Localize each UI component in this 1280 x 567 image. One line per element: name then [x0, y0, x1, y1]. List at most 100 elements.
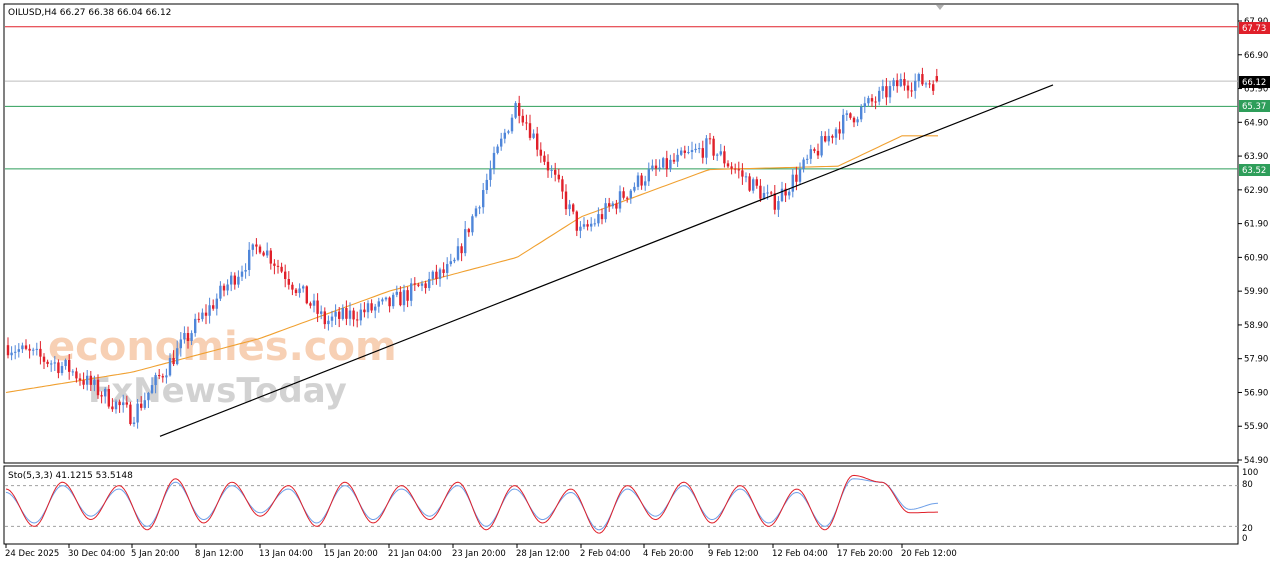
- candle-body: [305, 286, 308, 304]
- candle-body: [147, 392, 150, 401]
- candle-body: [575, 211, 578, 231]
- candle-body: [730, 166, 733, 169]
- ascending-trendline[interactable]: [159, 84, 1054, 437]
- candle-body: [824, 136, 827, 142]
- price-tick-label: 65.90: [1244, 85, 1268, 95]
- candle-body: [154, 375, 157, 386]
- candle-body: [424, 283, 427, 289]
- candle-body: [672, 159, 676, 162]
- stoch-tick-100: 100: [1242, 468, 1258, 478]
- candle-body: [172, 357, 175, 365]
- price-tick-label: 64.90: [1244, 118, 1268, 128]
- candle-body: [557, 174, 560, 180]
- candle-body: [384, 297, 388, 300]
- candle-body: [46, 361, 49, 364]
- current-price-badge: 66.12: [1239, 76, 1270, 88]
- candle-body: [924, 83, 928, 85]
- candle-body: [582, 224, 586, 227]
- candle-body: [273, 263, 276, 266]
- price-tick-label: 66.90: [1244, 51, 1268, 61]
- candle-body: [431, 271, 434, 279]
- candle-body: [190, 333, 193, 341]
- candle-body: [237, 276, 240, 285]
- candle-body: [71, 371, 74, 373]
- candle-body: [723, 151, 726, 164]
- symbol-header: OILUSD,H4 66.27 66.38 66.04 66.12: [8, 8, 171, 18]
- candle-body: [586, 224, 589, 227]
- main-pane[interactable]: [3, 3, 1239, 464]
- time-tick-label: 2 Feb 04:00: [580, 549, 630, 559]
- candle-body: [150, 385, 154, 393]
- candle-body: [53, 362, 56, 364]
- candle-body: [104, 388, 107, 397]
- candle-body: [226, 284, 229, 291]
- candle-body: [820, 136, 823, 156]
- time-tick-label: 8 Jan 12:00: [195, 549, 243, 559]
- candle-body: [600, 214, 604, 220]
- candle-body: [341, 308, 344, 319]
- candle-body: [705, 138, 708, 158]
- candle-body: [377, 301, 380, 307]
- candle-body: [186, 333, 190, 341]
- candle-body: [204, 312, 208, 316]
- candle-body: [708, 138, 712, 140]
- price-tick-label: 61.90: [1244, 220, 1268, 230]
- price-tick-label: 56.90: [1244, 388, 1268, 398]
- candle-body: [615, 203, 618, 209]
- candle-body: [795, 174, 798, 182]
- candle-body: [867, 98, 870, 104]
- candle-body: [744, 176, 748, 178]
- time-tick-label: 20 Feb 12:00: [901, 549, 957, 559]
- time-tick-label: 5 Jan 20:00: [131, 549, 179, 559]
- chart-shift-marker-icon[interactable]: [936, 5, 944, 10]
- candle-body: [356, 319, 359, 321]
- price-tick-label: 62.90: [1244, 186, 1268, 196]
- candle-body: [492, 152, 496, 169]
- candle-body: [68, 359, 71, 372]
- support-1-badge-label: 65.37: [1242, 102, 1266, 112]
- candle-body: [359, 309, 362, 321]
- stochastic-label: Sto(5,3,3) 41.1215 53.5148: [8, 471, 133, 481]
- candle-body: [618, 191, 622, 209]
- candle-body: [604, 203, 607, 220]
- candle-body: [662, 158, 665, 168]
- candle-body: [608, 203, 611, 207]
- candle-body: [323, 311, 326, 325]
- candle-body: [680, 150, 683, 155]
- candle-body: [406, 290, 409, 301]
- candle-body: [161, 376, 164, 378]
- candle-body: [392, 294, 395, 307]
- stochastic-pane[interactable]: [3, 465, 1239, 545]
- candle-body: [784, 188, 787, 196]
- candle-body: [474, 208, 478, 217]
- candle-body: [39, 348, 42, 357]
- candle-body: [240, 271, 244, 277]
- candle-body: [417, 284, 420, 286]
- time-tick-label: 17 Feb 20:00: [837, 549, 893, 559]
- trendline[interactable]: [159, 84, 1054, 437]
- candle-body: [748, 176, 751, 191]
- price-tick-label: 59.90: [1244, 287, 1268, 297]
- candle-body: [528, 123, 532, 138]
- stoch-tick-20: 20: [1242, 524, 1253, 534]
- price-tick-label: 55.90: [1244, 422, 1268, 432]
- candle-body: [550, 169, 553, 171]
- candle-body: [251, 244, 254, 250]
- candle-body: [561, 179, 564, 192]
- candle-body: [158, 375, 161, 377]
- candle-body: [179, 339, 182, 349]
- candle-body: [593, 223, 596, 225]
- candle-body: [690, 150, 694, 153]
- candle-body: [57, 362, 60, 374]
- candle-body: [194, 318, 197, 334]
- price-tick-label: 57.90: [1244, 355, 1268, 365]
- candle-body: [651, 165, 654, 170]
- candle-body: [536, 133, 539, 150]
- candle-body: [726, 163, 730, 167]
- candle-body: [568, 204, 571, 210]
- candle-body: [352, 310, 355, 320]
- candle-body: [770, 192, 773, 194]
- candle-body: [402, 290, 406, 306]
